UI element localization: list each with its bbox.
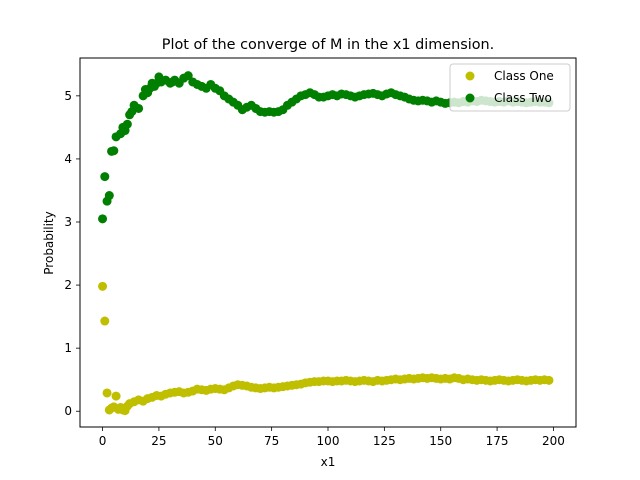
y-tick-label: 2 (64, 278, 72, 292)
chart-title: Plot of the converge of M in the x1 dime… (162, 37, 494, 53)
data-point (102, 388, 112, 398)
data-point (100, 172, 110, 182)
legend-marker-class-one (465, 71, 475, 81)
x-axis-label: x1 (321, 455, 336, 469)
y-axis-label: Probability (42, 211, 56, 274)
data-point (100, 316, 110, 326)
x-tick-label: 100 (317, 434, 340, 448)
x-tick-label: 125 (373, 434, 396, 448)
x-tick-label: 150 (429, 434, 452, 448)
y-tick-label: 1 (64, 341, 72, 355)
x-tick-label: 175 (486, 434, 509, 448)
data-point (98, 281, 108, 291)
x-tick-label: 50 (208, 434, 223, 448)
data-point (183, 71, 193, 81)
data-point (109, 146, 119, 156)
legend: Class One Class Two (449, 63, 571, 112)
legend-label-class-one: Class One (494, 69, 554, 83)
y-tick-label: 5 (64, 89, 72, 103)
x-tick-label: 25 (151, 434, 166, 448)
x-tick-label: 200 (542, 434, 565, 448)
legend-label-class-two: Class Two (494, 91, 552, 105)
x-tick-label: 75 (264, 434, 279, 448)
data-point (111, 391, 121, 401)
y-tick-label: 4 (64, 152, 72, 166)
data-point (134, 103, 144, 113)
series-1 (98, 281, 554, 416)
legend-marker-class-two (465, 93, 475, 103)
y-axis: 0 1 2 3 4 5 (64, 89, 80, 418)
data-point (122, 119, 132, 129)
x-axis: 0 25 50 75 100 125 150 175 200 (99, 427, 565, 448)
data-point (104, 191, 114, 201)
series-layer (98, 71, 554, 416)
legend-box (449, 63, 571, 112)
y-tick-label: 3 (64, 215, 72, 229)
data-point (544, 375, 554, 385)
x-tick-label: 0 (99, 434, 107, 448)
data-point (98, 214, 108, 224)
y-tick-label: 0 (64, 404, 72, 418)
